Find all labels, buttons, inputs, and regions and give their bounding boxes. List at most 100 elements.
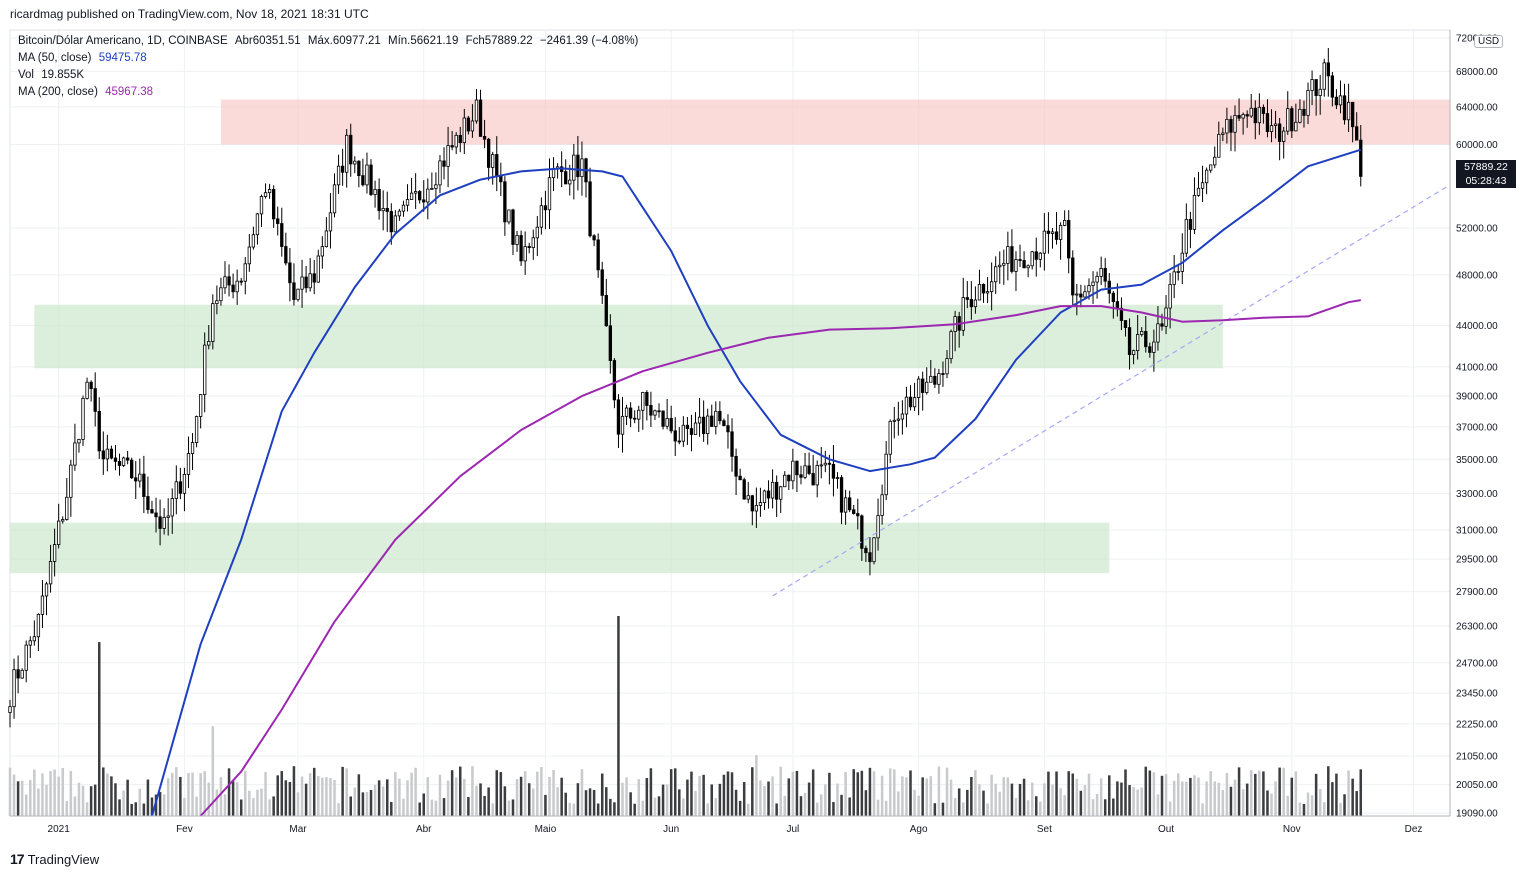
candle bbox=[673, 417, 677, 456]
candle-body bbox=[1306, 90, 1310, 116]
volume-bar bbox=[284, 780, 288, 816]
volume-bar bbox=[81, 785, 85, 816]
candle-body bbox=[186, 453, 191, 475]
candle bbox=[1213, 146, 1217, 169]
candle-body bbox=[247, 246, 251, 265]
candle bbox=[405, 184, 410, 212]
candle-body bbox=[1298, 108, 1302, 123]
candle bbox=[892, 406, 896, 439]
candle bbox=[852, 504, 856, 515]
candle-body bbox=[503, 181, 507, 223]
candle-body bbox=[969, 299, 974, 308]
volume-bar bbox=[183, 797, 186, 816]
candle bbox=[466, 115, 471, 135]
volume-bar bbox=[337, 803, 340, 816]
candle-body bbox=[1196, 187, 1201, 196]
candle-body bbox=[300, 276, 304, 290]
volume-bar bbox=[475, 785, 478, 816]
volume-bar bbox=[787, 778, 791, 816]
candle bbox=[819, 446, 823, 479]
volume-bar bbox=[511, 799, 515, 816]
legend-vol[interactable]: Vol 19.855K bbox=[18, 67, 84, 84]
candle-body bbox=[442, 160, 446, 167]
volume-bar bbox=[1124, 769, 1127, 816]
candle-body bbox=[28, 640, 32, 646]
volume-bar bbox=[665, 784, 669, 816]
volume-bar bbox=[142, 803, 146, 816]
candle bbox=[413, 173, 418, 210]
candle-body bbox=[860, 515, 864, 549]
candle-body bbox=[701, 416, 706, 435]
candle bbox=[888, 419, 892, 463]
volume-bar bbox=[990, 774, 993, 816]
volume-bar bbox=[824, 784, 827, 816]
candle-body bbox=[539, 205, 544, 228]
candle bbox=[1225, 107, 1229, 144]
candle-body bbox=[856, 513, 860, 517]
volume-bar bbox=[53, 769, 56, 816]
candle bbox=[125, 450, 130, 465]
volume-bar bbox=[1197, 777, 1200, 816]
candle-body bbox=[121, 457, 126, 466]
candle bbox=[308, 258, 312, 292]
candle bbox=[811, 454, 815, 486]
candle-body bbox=[308, 273, 312, 289]
volume-bar bbox=[479, 783, 482, 816]
volume-bar bbox=[552, 770, 555, 816]
volume-bar bbox=[1043, 783, 1046, 816]
candle bbox=[1038, 252, 1042, 268]
candle bbox=[1042, 213, 1047, 271]
legend-ma200[interactable]: MA (200, close) 45967.38 bbox=[18, 84, 153, 101]
candle-body bbox=[454, 134, 458, 148]
price-axis[interactable]: 72000.0068000.0064000.0060000.0052000.00… bbox=[1456, 34, 1498, 820]
candle bbox=[1136, 314, 1140, 360]
volume-bar bbox=[1116, 781, 1119, 816]
candle bbox=[856, 498, 860, 530]
volume-bar bbox=[921, 777, 924, 816]
candle bbox=[446, 126, 450, 188]
currency-badge[interactable]: USD bbox=[1474, 35, 1504, 48]
volume-bar bbox=[1225, 773, 1229, 816]
candle-body bbox=[807, 465, 811, 474]
volume-bars bbox=[8, 616, 1363, 816]
volume-bar bbox=[102, 767, 105, 816]
candle-body bbox=[1034, 251, 1038, 260]
volume-bar bbox=[268, 799, 271, 816]
candle bbox=[998, 251, 1002, 284]
candle-body bbox=[1269, 125, 1274, 133]
legend-open: Abr60351.51 bbox=[234, 35, 301, 47]
candle-body bbox=[211, 303, 215, 342]
candle-body bbox=[1322, 62, 1326, 90]
volume-bar bbox=[1152, 772, 1156, 816]
candle bbox=[653, 409, 657, 421]
candle bbox=[1286, 91, 1290, 135]
candle-body bbox=[101, 450, 105, 460]
footer-brand[interactable]: 17 TradingView bbox=[10, 851, 99, 867]
candle bbox=[624, 404, 629, 426]
candle-body bbox=[641, 392, 645, 411]
candle bbox=[52, 528, 57, 577]
volume-bar bbox=[361, 792, 365, 816]
candle-body bbox=[170, 498, 174, 517]
candle bbox=[1144, 316, 1148, 353]
candle-body bbox=[673, 430, 677, 442]
legend-ma50[interactable]: MA (50, close) 59475.78 bbox=[18, 50, 147, 67]
volume-bar bbox=[499, 772, 503, 816]
tradingview-logo-icon: 17 bbox=[10, 851, 25, 867]
candle bbox=[1140, 327, 1144, 337]
candle-body bbox=[799, 474, 803, 478]
candle bbox=[580, 141, 584, 196]
volume-bar bbox=[1245, 783, 1249, 816]
candle bbox=[880, 484, 884, 525]
candle bbox=[774, 475, 779, 517]
volume-bar bbox=[20, 780, 24, 816]
candle bbox=[973, 286, 978, 314]
price-tick-label: 33000.00 bbox=[1456, 489, 1498, 500]
volume-bar bbox=[1306, 792, 1310, 816]
time-axis[interactable]: 2021 Fev Mar Abr Maio Jun Jul Ago Set Out Nov Dez bbox=[48, 824, 1423, 835]
volume-bar bbox=[292, 766, 296, 816]
candle-body bbox=[272, 189, 276, 220]
candle bbox=[1273, 110, 1278, 139]
volume-bar bbox=[751, 767, 754, 816]
